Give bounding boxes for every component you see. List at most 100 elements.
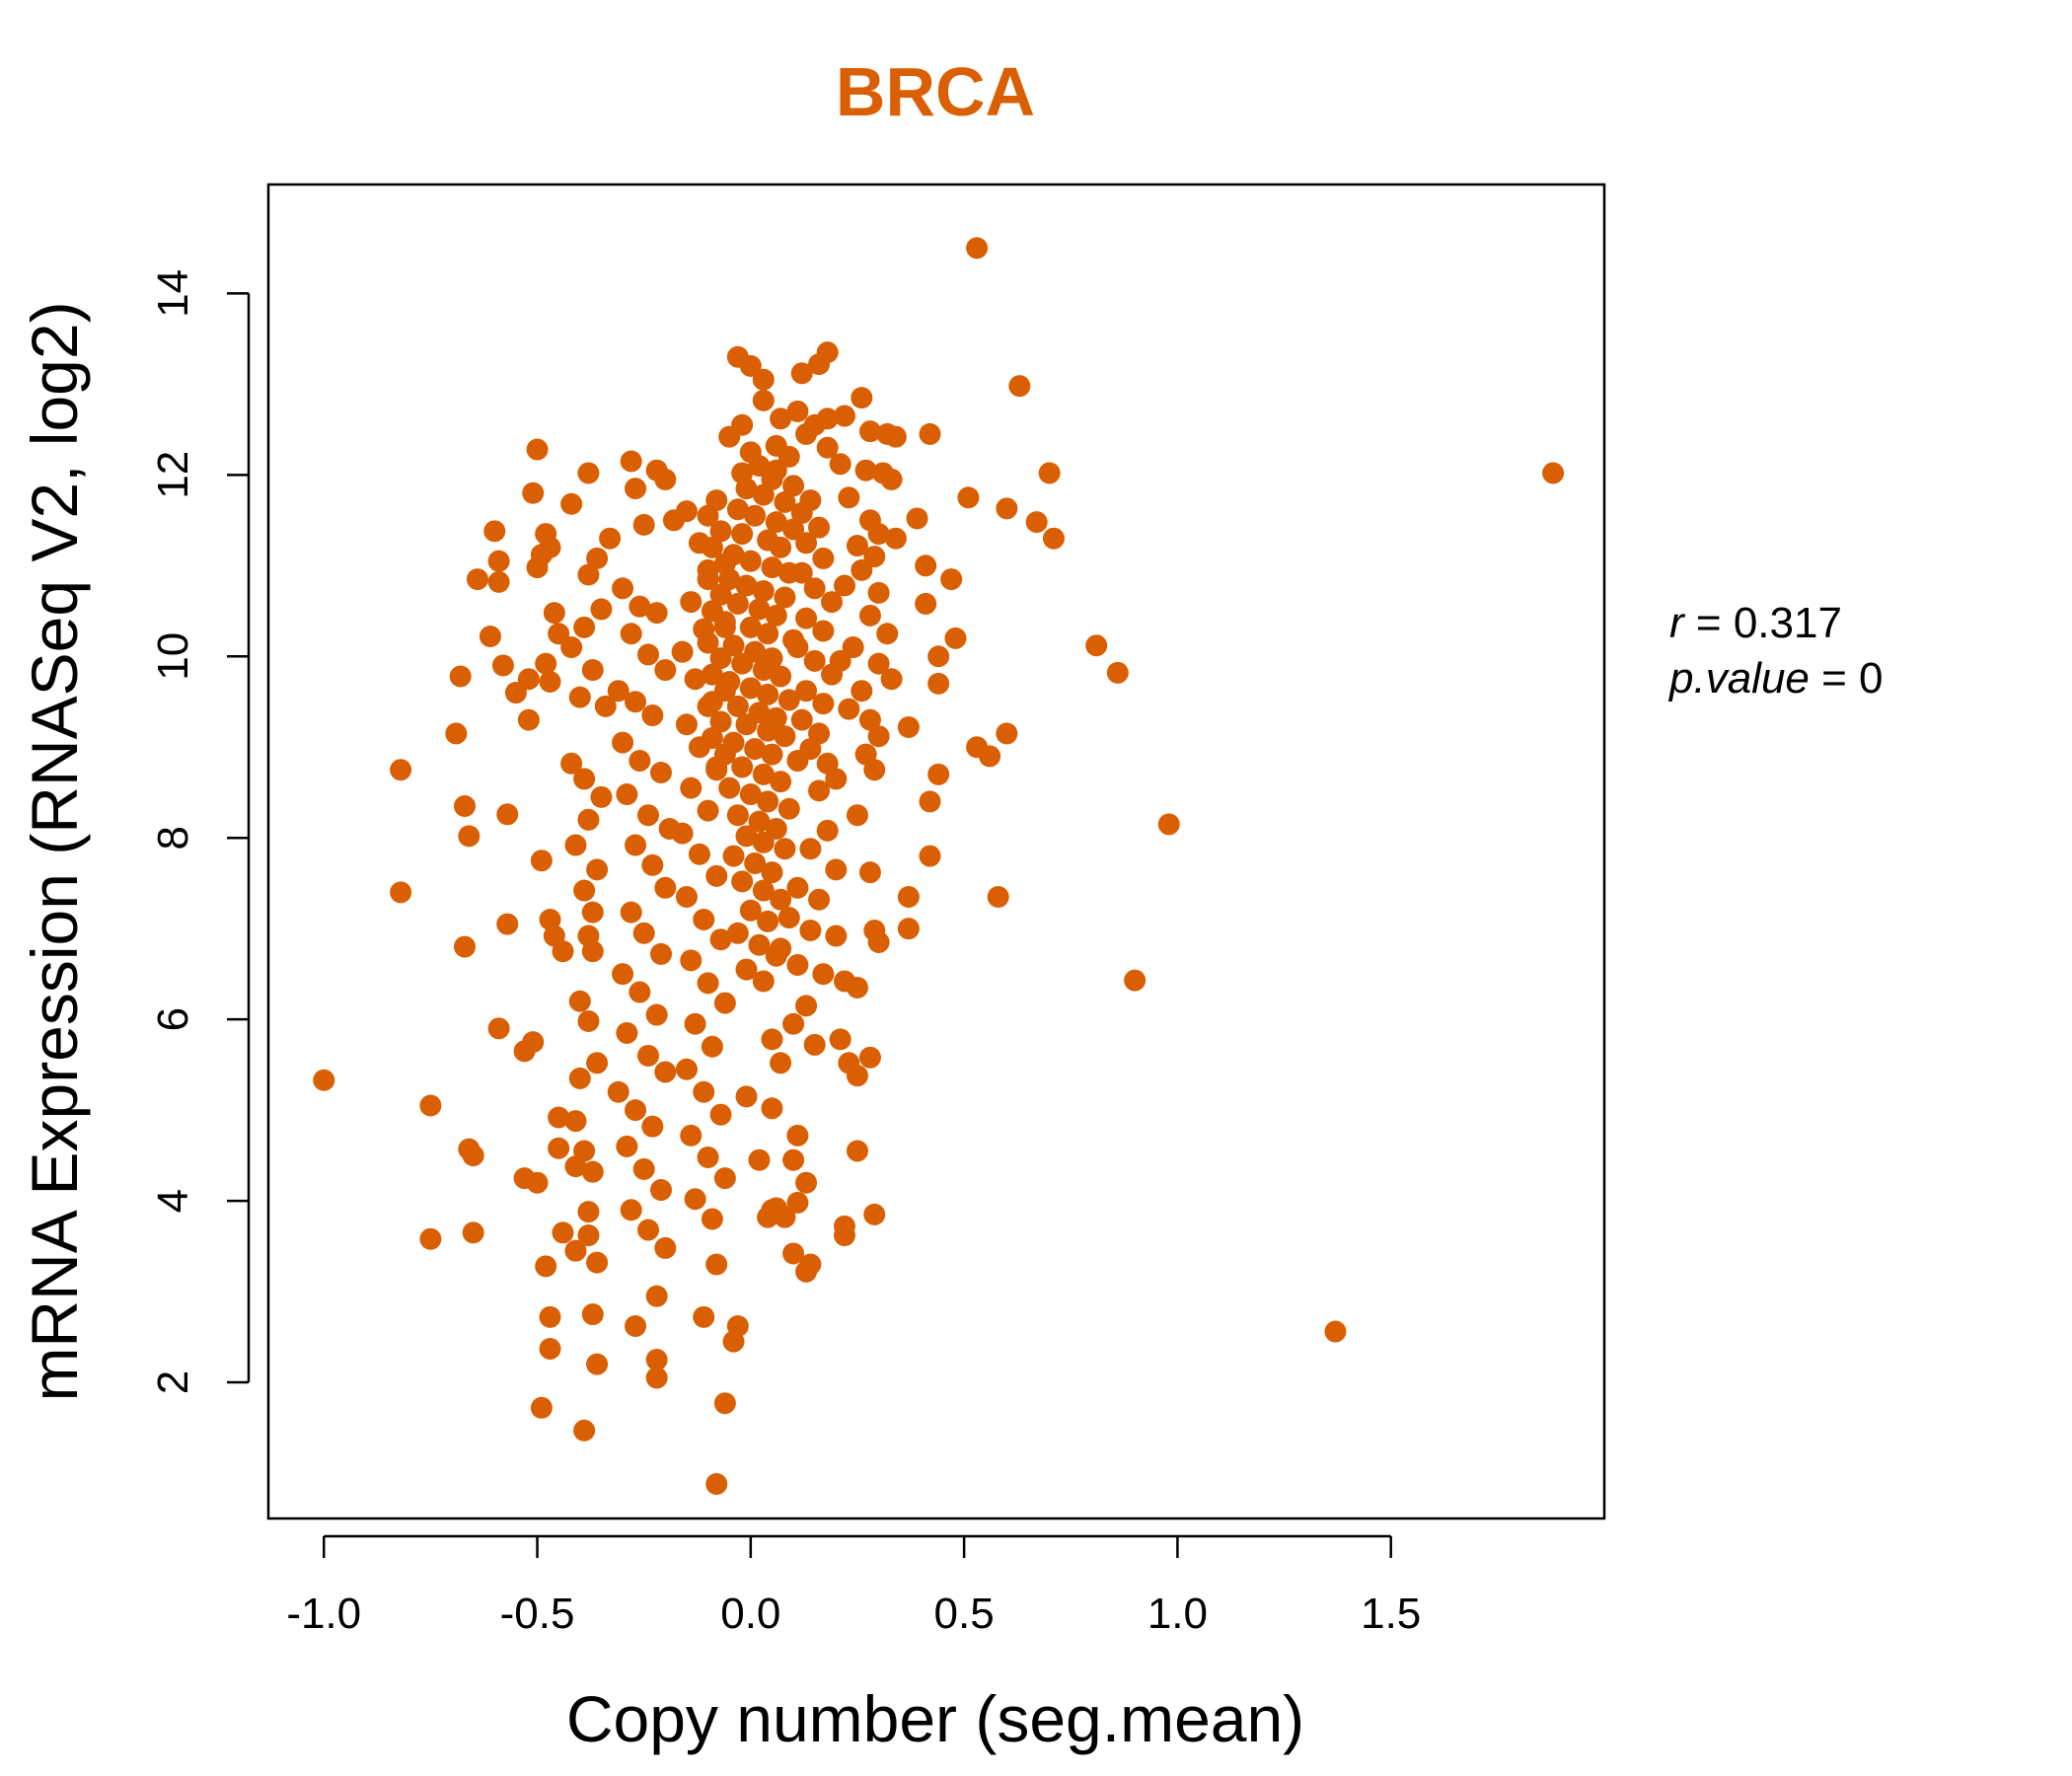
data-point <box>705 864 728 887</box>
plot-frame <box>266 183 1606 1520</box>
data-point <box>765 604 787 627</box>
data-point <box>795 532 818 555</box>
data-point <box>996 722 1018 745</box>
data-point <box>612 577 634 600</box>
data-point <box>654 1061 677 1083</box>
data-point <box>735 958 758 981</box>
data-point <box>846 1065 868 1087</box>
data-point <box>752 659 775 682</box>
data-point <box>697 631 719 654</box>
data-point <box>906 507 928 530</box>
data-point <box>620 1199 642 1221</box>
data-point <box>1157 813 1180 836</box>
data-point <box>496 803 519 826</box>
data-point <box>927 672 950 695</box>
data-point <box>522 481 545 504</box>
p-value-stat: p.value = 0 <box>1667 654 1884 703</box>
data-point <box>573 1419 596 1442</box>
data-point <box>748 810 771 833</box>
data-point <box>713 992 736 1014</box>
data-point <box>539 1338 561 1361</box>
data-point <box>632 1157 655 1180</box>
data-point <box>496 913 519 935</box>
data-point <box>458 825 481 848</box>
data-point <box>654 1236 677 1259</box>
r-label: r <box>1669 599 1686 647</box>
data-point <box>577 462 600 484</box>
data-point <box>770 407 792 430</box>
data-point <box>581 901 604 924</box>
data-point <box>854 459 877 481</box>
data-point <box>577 1201 600 1223</box>
data-point <box>897 918 920 940</box>
data-point <box>748 933 771 956</box>
data-point <box>680 1124 703 1147</box>
data-point <box>616 1135 638 1157</box>
data-point <box>526 556 549 579</box>
data-point <box>625 834 647 856</box>
data-point <box>535 652 557 675</box>
data-point <box>487 570 510 593</box>
data-point <box>390 881 412 904</box>
data-point <box>709 583 732 606</box>
data-point <box>842 636 864 659</box>
data-point <box>812 620 835 642</box>
data-point <box>449 665 472 688</box>
data-point <box>586 1052 609 1074</box>
data-point <box>739 677 762 700</box>
data-point <box>713 616 736 638</box>
correlation-stat: r = 0.317 <box>1669 599 1842 647</box>
data-point <box>607 1080 629 1103</box>
data-point <box>671 640 694 663</box>
data-point <box>795 680 818 703</box>
data-point <box>701 600 723 623</box>
data-point <box>757 1206 779 1228</box>
data-point <box>713 1392 736 1415</box>
data-point <box>915 592 937 615</box>
data-point <box>419 1227 442 1250</box>
data-point <box>462 1145 484 1167</box>
data-point <box>530 1396 553 1419</box>
data-point <box>833 405 855 427</box>
data-point <box>786 876 809 899</box>
data-point <box>705 759 728 781</box>
data-point <box>586 1251 609 1274</box>
data-point <box>654 876 677 899</box>
data-point <box>744 851 767 874</box>
data-point <box>483 520 506 543</box>
data-point <box>858 604 881 627</box>
data-point <box>697 799 719 822</box>
data-point <box>867 523 890 546</box>
data-point <box>701 1035 723 1058</box>
data-point <box>487 1017 510 1040</box>
data-point <box>761 1097 783 1120</box>
data-point <box>552 940 574 963</box>
data-point <box>744 504 767 527</box>
data-point <box>816 341 839 364</box>
data-point <box>564 834 587 856</box>
data-point <box>782 1242 805 1265</box>
data-point <box>770 1052 792 1074</box>
chart-title: BRCA <box>836 53 1035 130</box>
data-point <box>774 490 796 513</box>
x-tick-label: 0.0 <box>720 1590 780 1638</box>
data-point <box>790 561 813 584</box>
data-point <box>675 1058 698 1080</box>
data-point <box>884 425 907 448</box>
data-point <box>693 1080 715 1103</box>
data-point <box>816 819 839 842</box>
data-point <box>1042 527 1065 550</box>
data-point <box>539 671 561 694</box>
data-point <box>816 752 839 775</box>
data-point <box>564 1110 587 1133</box>
data-point <box>867 930 890 953</box>
y-axis-label: mRNA Expression (RNASeq V2, log2) <box>18 301 91 1401</box>
data-point <box>863 1203 886 1225</box>
data-point <box>927 763 950 785</box>
data-point <box>752 483 775 506</box>
data-point <box>675 885 698 908</box>
data-point <box>709 520 732 543</box>
data-point <box>641 853 664 876</box>
data-point <box>517 668 540 691</box>
data-point <box>705 1473 728 1496</box>
